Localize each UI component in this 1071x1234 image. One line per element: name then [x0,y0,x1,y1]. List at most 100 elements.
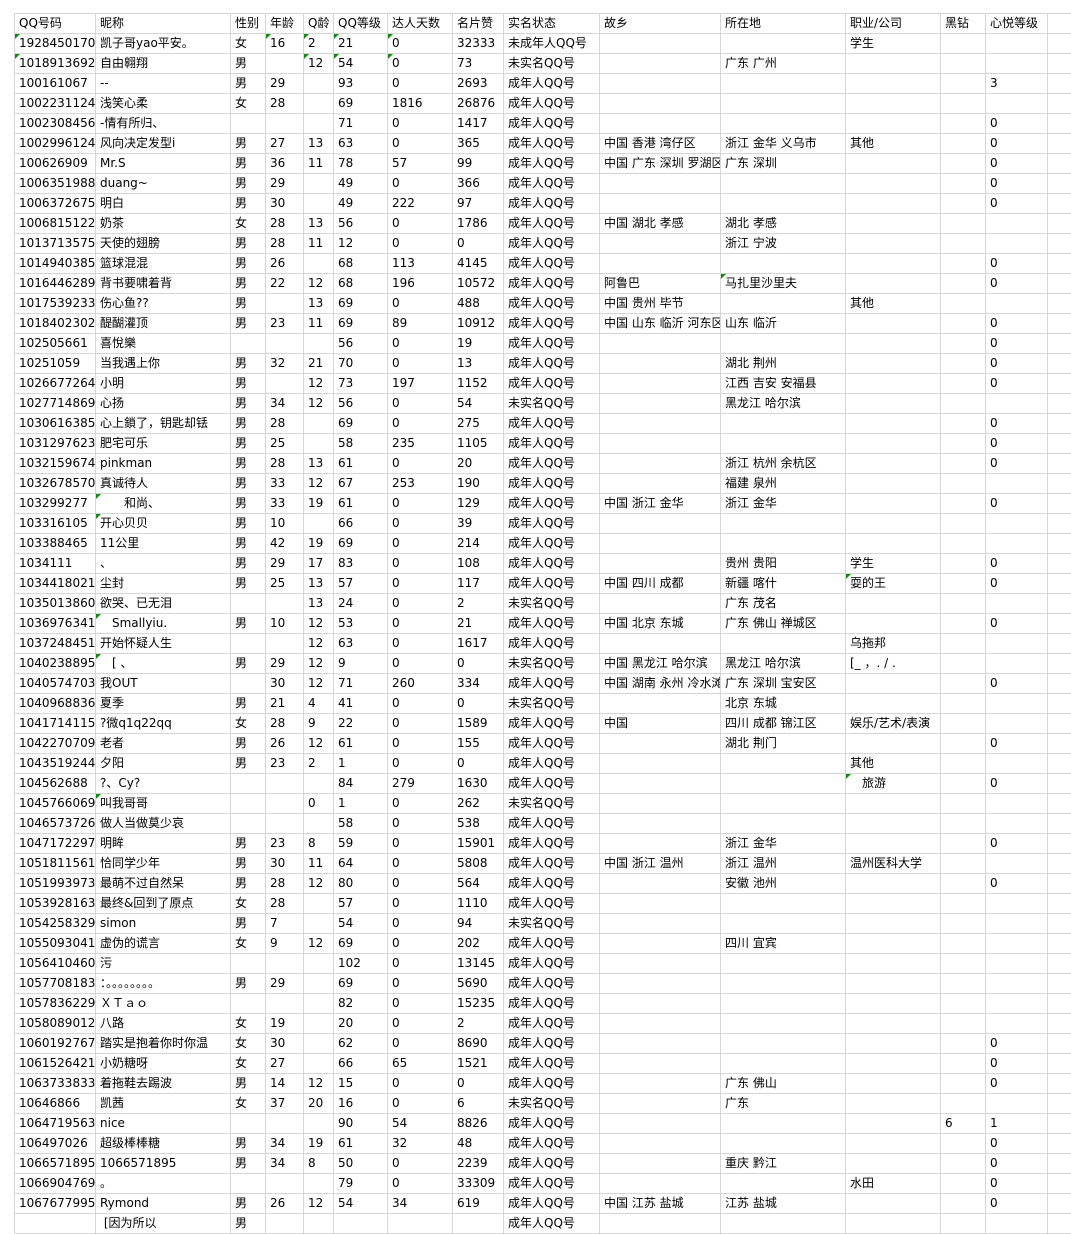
cell-qage[interactable]: 21 [304,354,334,374]
cell-status[interactable]: 成年人QQ号 [504,614,600,634]
cell-heizuan[interactable] [941,614,986,634]
header-cell-nickname[interactable]: 昵称 [96,14,231,34]
cell-zan[interactable]: 99 [453,154,504,174]
cell-level[interactable]: 20 [334,1014,388,1034]
cell-nickname[interactable]: 凯茜 [96,1094,231,1114]
cell-hometown[interactable] [600,454,721,474]
cell-heizuan[interactable] [941,974,986,994]
cell-qage[interactable]: 12 [304,394,334,414]
cell-zan[interactable]: 94 [453,914,504,934]
cell-xinyue[interactable]: 0 [986,574,1048,594]
cell-level[interactable]: 82 [334,994,388,1014]
cell-gender[interactable]: 女 [231,714,266,734]
cell-job[interactable] [846,1094,941,1114]
cell-status[interactable]: 成年人QQ号 [504,134,600,154]
cell-hometown[interactable]: 中国 湖南 永州 冷水滩区 [600,674,721,694]
cell-zan[interactable]: 1630 [453,774,504,794]
cell-hometown[interactable] [600,554,721,574]
cell-hometown[interactable] [600,1174,721,1194]
cell-daren[interactable]: 0 [388,974,453,994]
header-cell-heizuan[interactable]: 黑钻 [941,14,986,34]
cell-qage[interactable] [304,94,334,114]
cell-age[interactable]: 21 [266,694,304,714]
cell-location[interactable] [721,1034,846,1054]
cell-location[interactable]: 浙江 温州 [721,854,846,874]
cell-qq[interactable]: 1928450170 [15,34,96,54]
cell-heizuan[interactable] [941,794,986,814]
cell-nickname[interactable]: 凯子哥yao平安。 [96,34,231,54]
cell-heizuan[interactable] [941,1154,986,1174]
cell-status[interactable]: 成年人QQ号 [504,534,600,554]
cell-status[interactable]: 成年人QQ号 [504,94,600,114]
cell-nickname[interactable]: 老者 [96,734,231,754]
cell-qage[interactable]: 12 [304,1074,334,1094]
cell-daren[interactable]: 0 [388,654,453,674]
cell-zan[interactable]: 26876 [453,94,504,114]
cell-location[interactable]: 黑龙江 哈尔滨 [721,394,846,414]
cell-heizuan[interactable] [941,754,986,774]
cell-status[interactable]: 成年人QQ号 [504,434,600,454]
cell-hometown[interactable] [600,254,721,274]
cell-xinyue[interactable]: 0 [986,734,1048,754]
cell-gender[interactable]: 男 [231,554,266,574]
cell-zan[interactable]: 1152 [453,374,504,394]
header-cell-qq[interactable]: QQ号码 [15,14,96,34]
header-cell-job[interactable]: 职业/公司 [846,14,941,34]
cell-age[interactable] [266,994,304,1014]
cell-qq[interactable]: 10251059 [15,354,96,374]
cell-nickname[interactable]: 心上鎖了，钥匙却铥 [96,414,231,434]
cell-age[interactable]: 29 [266,174,304,194]
cell-nickname[interactable]: 浅笑心柔 [96,94,231,114]
cell-status[interactable]: 未实名QQ号 [504,594,600,614]
cell-nickname[interactable]: 真诚待人 [96,474,231,494]
cell-xinyue[interactable]: 0 [986,274,1048,294]
cell-heizuan[interactable] [941,1174,986,1194]
cell-zan[interactable]: 8826 [453,1114,504,1134]
cell-zan[interactable]: 155 [453,734,504,754]
cell-gender[interactable]: 男 [231,394,266,414]
cell-qq[interactable]: 1037248451 [15,634,96,654]
cell-heizuan[interactable] [941,594,986,614]
cell-zan[interactable]: 15235 [453,994,504,1014]
cell-heizuan[interactable] [941,994,986,1014]
cell-gender[interactable]: 男 [231,974,266,994]
cell-daren[interactable]: 0 [388,874,453,894]
cell-nickname[interactable]: 最终&回到了原点 [96,894,231,914]
cell-daren[interactable]: 0 [388,1014,453,1034]
cell-hometown[interactable] [600,914,721,934]
cell-qage[interactable]: 12 [304,1194,334,1214]
cell-location[interactable]: 安徽 池州 [721,874,846,894]
cell-qage[interactable]: 9 [304,714,334,734]
cell-status[interactable]: 成年人QQ号 [504,1214,600,1234]
cell-location[interactable]: 新疆 喀什 [721,574,846,594]
cell-qage[interactable] [304,114,334,134]
cell-qage[interactable]: 12 [304,874,334,894]
cell-qq[interactable]: 1013713575 [15,234,96,254]
cell-hometown[interactable] [600,954,721,974]
cell-gender[interactable]: 男 [231,514,266,534]
cell-age[interactable]: 28 [266,214,304,234]
cell-nickname[interactable]: 伤心鱼?? [96,294,231,314]
cell-location[interactable] [721,994,846,1014]
cell-job[interactable] [846,174,941,194]
cell-hometown[interactable]: 中国 江苏 盐城 [600,1194,721,1214]
header-cell-zan[interactable]: 名片赞 [453,14,504,34]
cell-hometown[interactable] [600,354,721,374]
cell-gender[interactable]: 女 [231,1094,266,1114]
cell-heizuan[interactable] [941,454,986,474]
cell-level[interactable] [334,1214,388,1234]
cell-heizuan[interactable] [941,414,986,434]
cell-status[interactable]: 成年人QQ号 [504,994,600,1014]
cell-gender[interactable]: 女 [231,894,266,914]
cell-qq[interactable]: 100626909 [15,154,96,174]
cell-xinyue[interactable] [986,974,1048,994]
cell-qq[interactable]: 1051993973 [15,874,96,894]
cell-location[interactable]: 广东 佛山 禅城区 [721,614,846,634]
header-cell-gender[interactable]: 性别 [231,14,266,34]
cell-job[interactable] [846,814,941,834]
cell-qage[interactable] [304,1114,334,1134]
cell-nickname[interactable]: 当我遇上你 [96,354,231,374]
cell-location[interactable]: 重庆 黔江 [721,1154,846,1174]
cell-qage[interactable] [304,814,334,834]
cell-age[interactable]: 29 [266,74,304,94]
